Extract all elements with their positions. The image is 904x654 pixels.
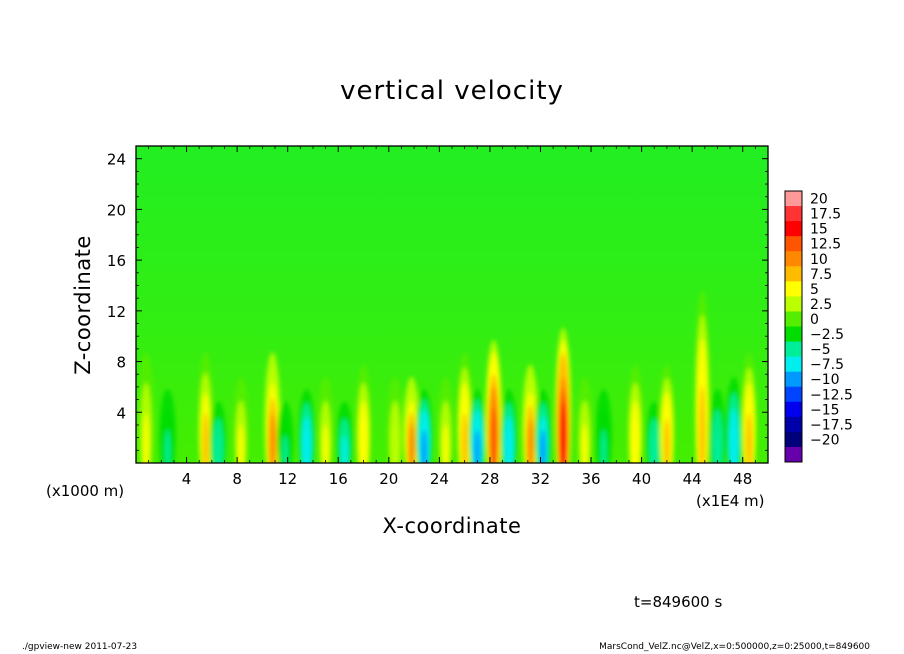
colorbar-swatch: [785, 371, 802, 388]
colorbar-swatch: [785, 281, 802, 297]
x-axis-unit: (x1E4 m): [696, 492, 765, 510]
x-tick-label: 4: [182, 470, 192, 488]
colorbar-label: 10: [810, 252, 828, 268]
colorbar-label: −10: [810, 372, 840, 388]
colorbar-swatch: [785, 341, 802, 358]
colorbar-label: −7.5: [810, 357, 844, 373]
y-tick-label: 24: [107, 151, 126, 169]
heatmap-plume: [164, 429, 171, 463]
y-axis-unit: (x1000 m): [46, 482, 125, 500]
colorbar-swatch: [785, 266, 802, 282]
colorbar-swatch: [785, 251, 802, 267]
colorbar-swatch: [785, 236, 802, 252]
colorbar-swatch: [785, 206, 802, 222]
colorbar-swatch: [785, 311, 802, 327]
x-tick-label: 44: [683, 470, 702, 488]
colorbar-label: −2.5: [810, 327, 844, 343]
heatmap-plume: [527, 418, 534, 463]
heatmap-plume: [600, 429, 607, 463]
y-tick-label: 8: [116, 354, 126, 372]
heatmap-plume: [663, 418, 670, 463]
colorbar-label: −20: [810, 432, 840, 448]
colorbar-label: −15: [810, 402, 840, 418]
heatmap-plume: [282, 435, 289, 463]
heatmap-plume: [461, 413, 468, 463]
heatmap-plume: [392, 424, 399, 463]
y-tick-label: 16: [107, 252, 126, 270]
colorbar-label: 17.5: [810, 207, 841, 223]
heatmap-plume: [474, 429, 481, 463]
colorbar-label: −17.5: [810, 417, 853, 433]
colorbar: 2017.51512.5107.552.50−2.5−5−7.5−10−12.5…: [784, 190, 853, 463]
heatmap-plume: [505, 429, 512, 463]
heatmap-plume: [490, 407, 497, 463]
x-tick-label: 24: [430, 470, 449, 488]
y-tick-label: 4: [116, 404, 126, 422]
colorbar-swatch: [785, 446, 802, 463]
heatmap-plume: [746, 413, 752, 463]
colorbar-label: 2.5: [810, 297, 832, 313]
colorbar-label: −5: [810, 342, 831, 358]
heatmap-plume: [360, 418, 367, 463]
heatmap-plume: [143, 413, 150, 463]
colorbar-swatch: [785, 356, 802, 373]
colorbar-swatch: [785, 221, 802, 237]
chart-title: vertical velocity: [340, 76, 564, 106]
x-axis: 4 8 12 16 20 24 28 32 36 40 44 48: [148, 146, 756, 488]
x-tick-label: 32: [531, 470, 550, 488]
y-axis-label: Z-coordinate: [71, 235, 95, 375]
colorbar-label: 5: [810, 282, 819, 298]
x-tick-label: 8: [232, 470, 242, 488]
colorbar-swatch: [785, 296, 802, 312]
x-tick-label: 48: [733, 470, 752, 488]
heatmap-plot-area: [135, 145, 769, 464]
heatmap-plume: [202, 413, 209, 463]
heatmap-plume: [322, 424, 329, 463]
colorbar-label: −12.5: [810, 387, 853, 403]
heatmap-plume: [442, 424, 449, 463]
heatmap-plume: [581, 424, 588, 463]
heatmap-plume: [341, 435, 348, 463]
heatmap-plume: [632, 418, 639, 463]
x-axis-label: X-coordinate: [382, 514, 522, 538]
heatmap-plume: [303, 429, 310, 463]
heatmap-plume: [651, 435, 658, 463]
heatmap-plume: [408, 424, 415, 463]
x-tick-label: 28: [480, 470, 499, 488]
colorbar-label: 20: [810, 192, 828, 208]
x-tick-label: 40: [632, 470, 651, 488]
colorbar-label: 0: [810, 312, 819, 328]
footer-right: MarsCond_VelZ.nc@VelZ,x=0:500000,z=0:250…: [599, 642, 870, 652]
footer-left: ./gpview-new 2011-07-23: [22, 642, 138, 652]
y-tick-label: 12: [107, 303, 126, 321]
x-tick-label: 20: [379, 470, 398, 488]
colorbar-swatch: [785, 431, 802, 448]
y-axis: 4 8 12 16 20 24: [107, 151, 768, 451]
x-tick-label: 12: [278, 470, 297, 488]
heatmap-field: [137, 290, 758, 463]
heatmap-plume: [714, 429, 721, 463]
heatmap-plume: [215, 435, 222, 463]
y-tick-label: 20: [107, 201, 126, 219]
colorbar-label: 15: [810, 222, 828, 238]
x-tick-label: 16: [329, 470, 348, 488]
heatmap-plume: [699, 385, 706, 463]
heatmap-plume: [421, 429, 428, 463]
time-annotation: t=849600 s: [634, 593, 723, 611]
colorbar-swatch: [785, 326, 802, 343]
heatmap-plume: [237, 424, 244, 463]
heatmap-plume: [560, 402, 567, 463]
colorbar-label: 12.5: [810, 237, 841, 253]
colorbar-swatch: [785, 386, 802, 403]
colorbar-swatch: [785, 401, 802, 418]
colorbar-label: 7.5: [810, 267, 832, 283]
heatmap-plume: [730, 424, 737, 463]
colorbar-swatch: [785, 416, 802, 433]
x-tick-label: 36: [581, 470, 600, 488]
colorbar-swatch: [785, 191, 802, 207]
heatmap-plume: [540, 429, 546, 463]
heatmap-plume: [269, 413, 276, 463]
colorbar-frame: [784, 190, 803, 463]
